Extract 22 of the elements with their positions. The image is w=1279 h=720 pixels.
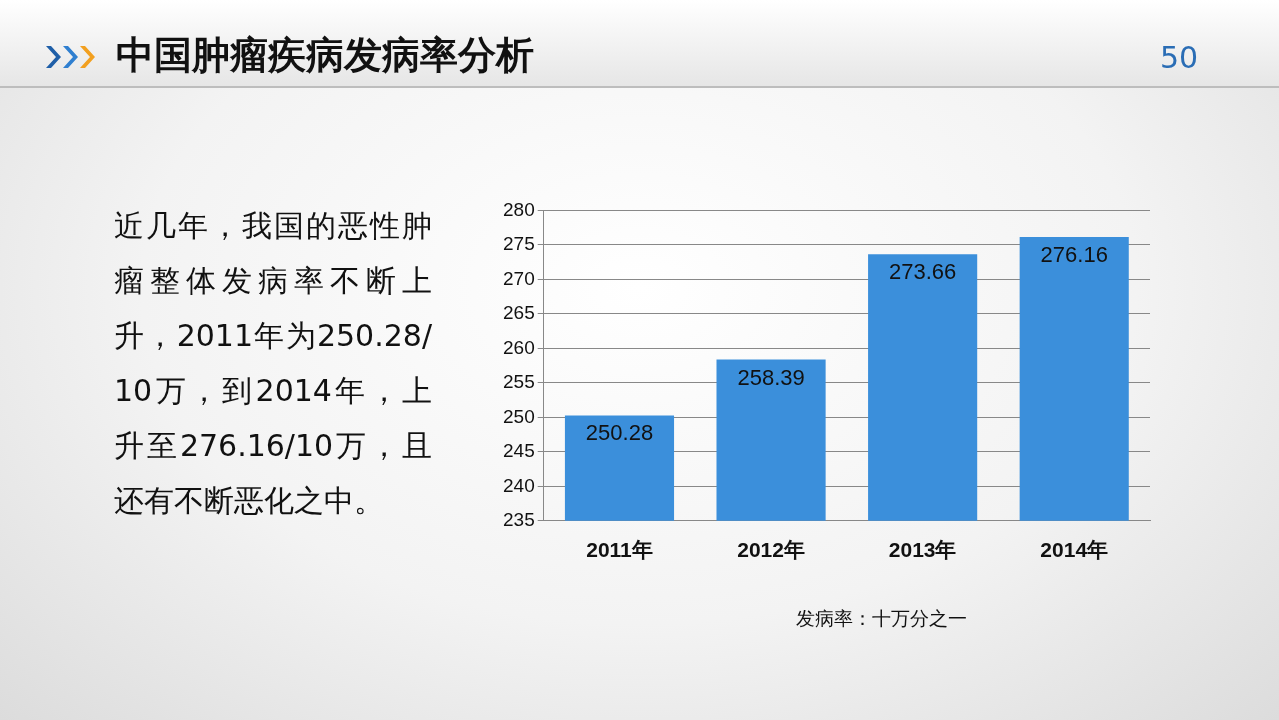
data-label: 250.28 — [585, 420, 654, 446]
y-tick-label: 260 — [503, 336, 535, 358]
y-tick-label: 280 — [503, 198, 535, 220]
y-tick-label: 255 — [503, 371, 535, 393]
y-tick-label: 265 — [503, 302, 535, 324]
text: 50 — [1160, 40, 1199, 75]
x-tick-label: 2012年 — [737, 538, 805, 562]
y-tick-label: 270 — [503, 267, 535, 289]
data-label: 276.16 — [1040, 241, 1108, 267]
y-tick-label: 240 — [503, 474, 535, 496]
x-tick-label: 2014年 — [1040, 538, 1109, 562]
text: 近几年，我国的恶性肿瘤整体发病率不断上升，2011年为250.28/10万，到2014年，上升至276.16/10万，且还有不断恶化之中。 — [114, 207, 432, 520]
text: 发病率：十万分之一 — [796, 606, 967, 631]
y-tick-label: 250 — [503, 405, 535, 427]
y-tick-label: 275 — [503, 233, 535, 255]
data-label: 273.66 — [888, 259, 957, 285]
chart-title: 中国肿瘤疾病发病率分析 — [116, 32, 534, 79]
x-tick-label: 2013年 — [888, 538, 957, 562]
x-tick-label: 2011年 — [586, 538, 653, 562]
y-tick-label: 245 — [503, 440, 535, 462]
data-label: 258.39 — [737, 364, 805, 390]
y-tick-label: 235 — [503, 509, 535, 531]
